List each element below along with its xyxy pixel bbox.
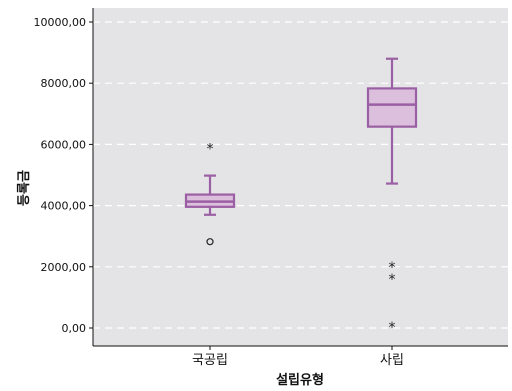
y-tick-label: 6000,00 [41, 138, 87, 151]
y-tick-label: 2000,00 [41, 261, 87, 274]
x-axis-categories: 국공립 사립 [192, 346, 404, 368]
y-tick-label: 0,00 [62, 322, 87, 335]
x-category-label: 사립 [380, 353, 404, 368]
y-axis-title: 등록금 [17, 170, 32, 206]
extreme-point: * [389, 260, 396, 276]
x-category-label: 국공립 [192, 353, 228, 368]
y-tick-label: 8000,00 [41, 77, 87, 90]
y-axis-ticks: 0,00 2000,00 4000,00 6000,00 8000,00 10000,00 [34, 16, 93, 335]
boxes: **** [184, 57, 418, 336]
box-iqr [366, 87, 418, 128]
y-tick-label: 4000,00 [41, 200, 87, 213]
box-group: * [184, 141, 236, 246]
plot-background [93, 8, 508, 346]
y-tick-label: 10000,00 [34, 16, 87, 29]
box-group: *** [366, 57, 418, 336]
x-axis-title: 설립유형 [276, 372, 324, 388]
extreme-point: * [389, 272, 396, 288]
outlier-point [206, 238, 214, 246]
extreme-point: * [389, 320, 396, 336]
extreme-point: * [207, 141, 214, 157]
gridlines [93, 21, 508, 329]
